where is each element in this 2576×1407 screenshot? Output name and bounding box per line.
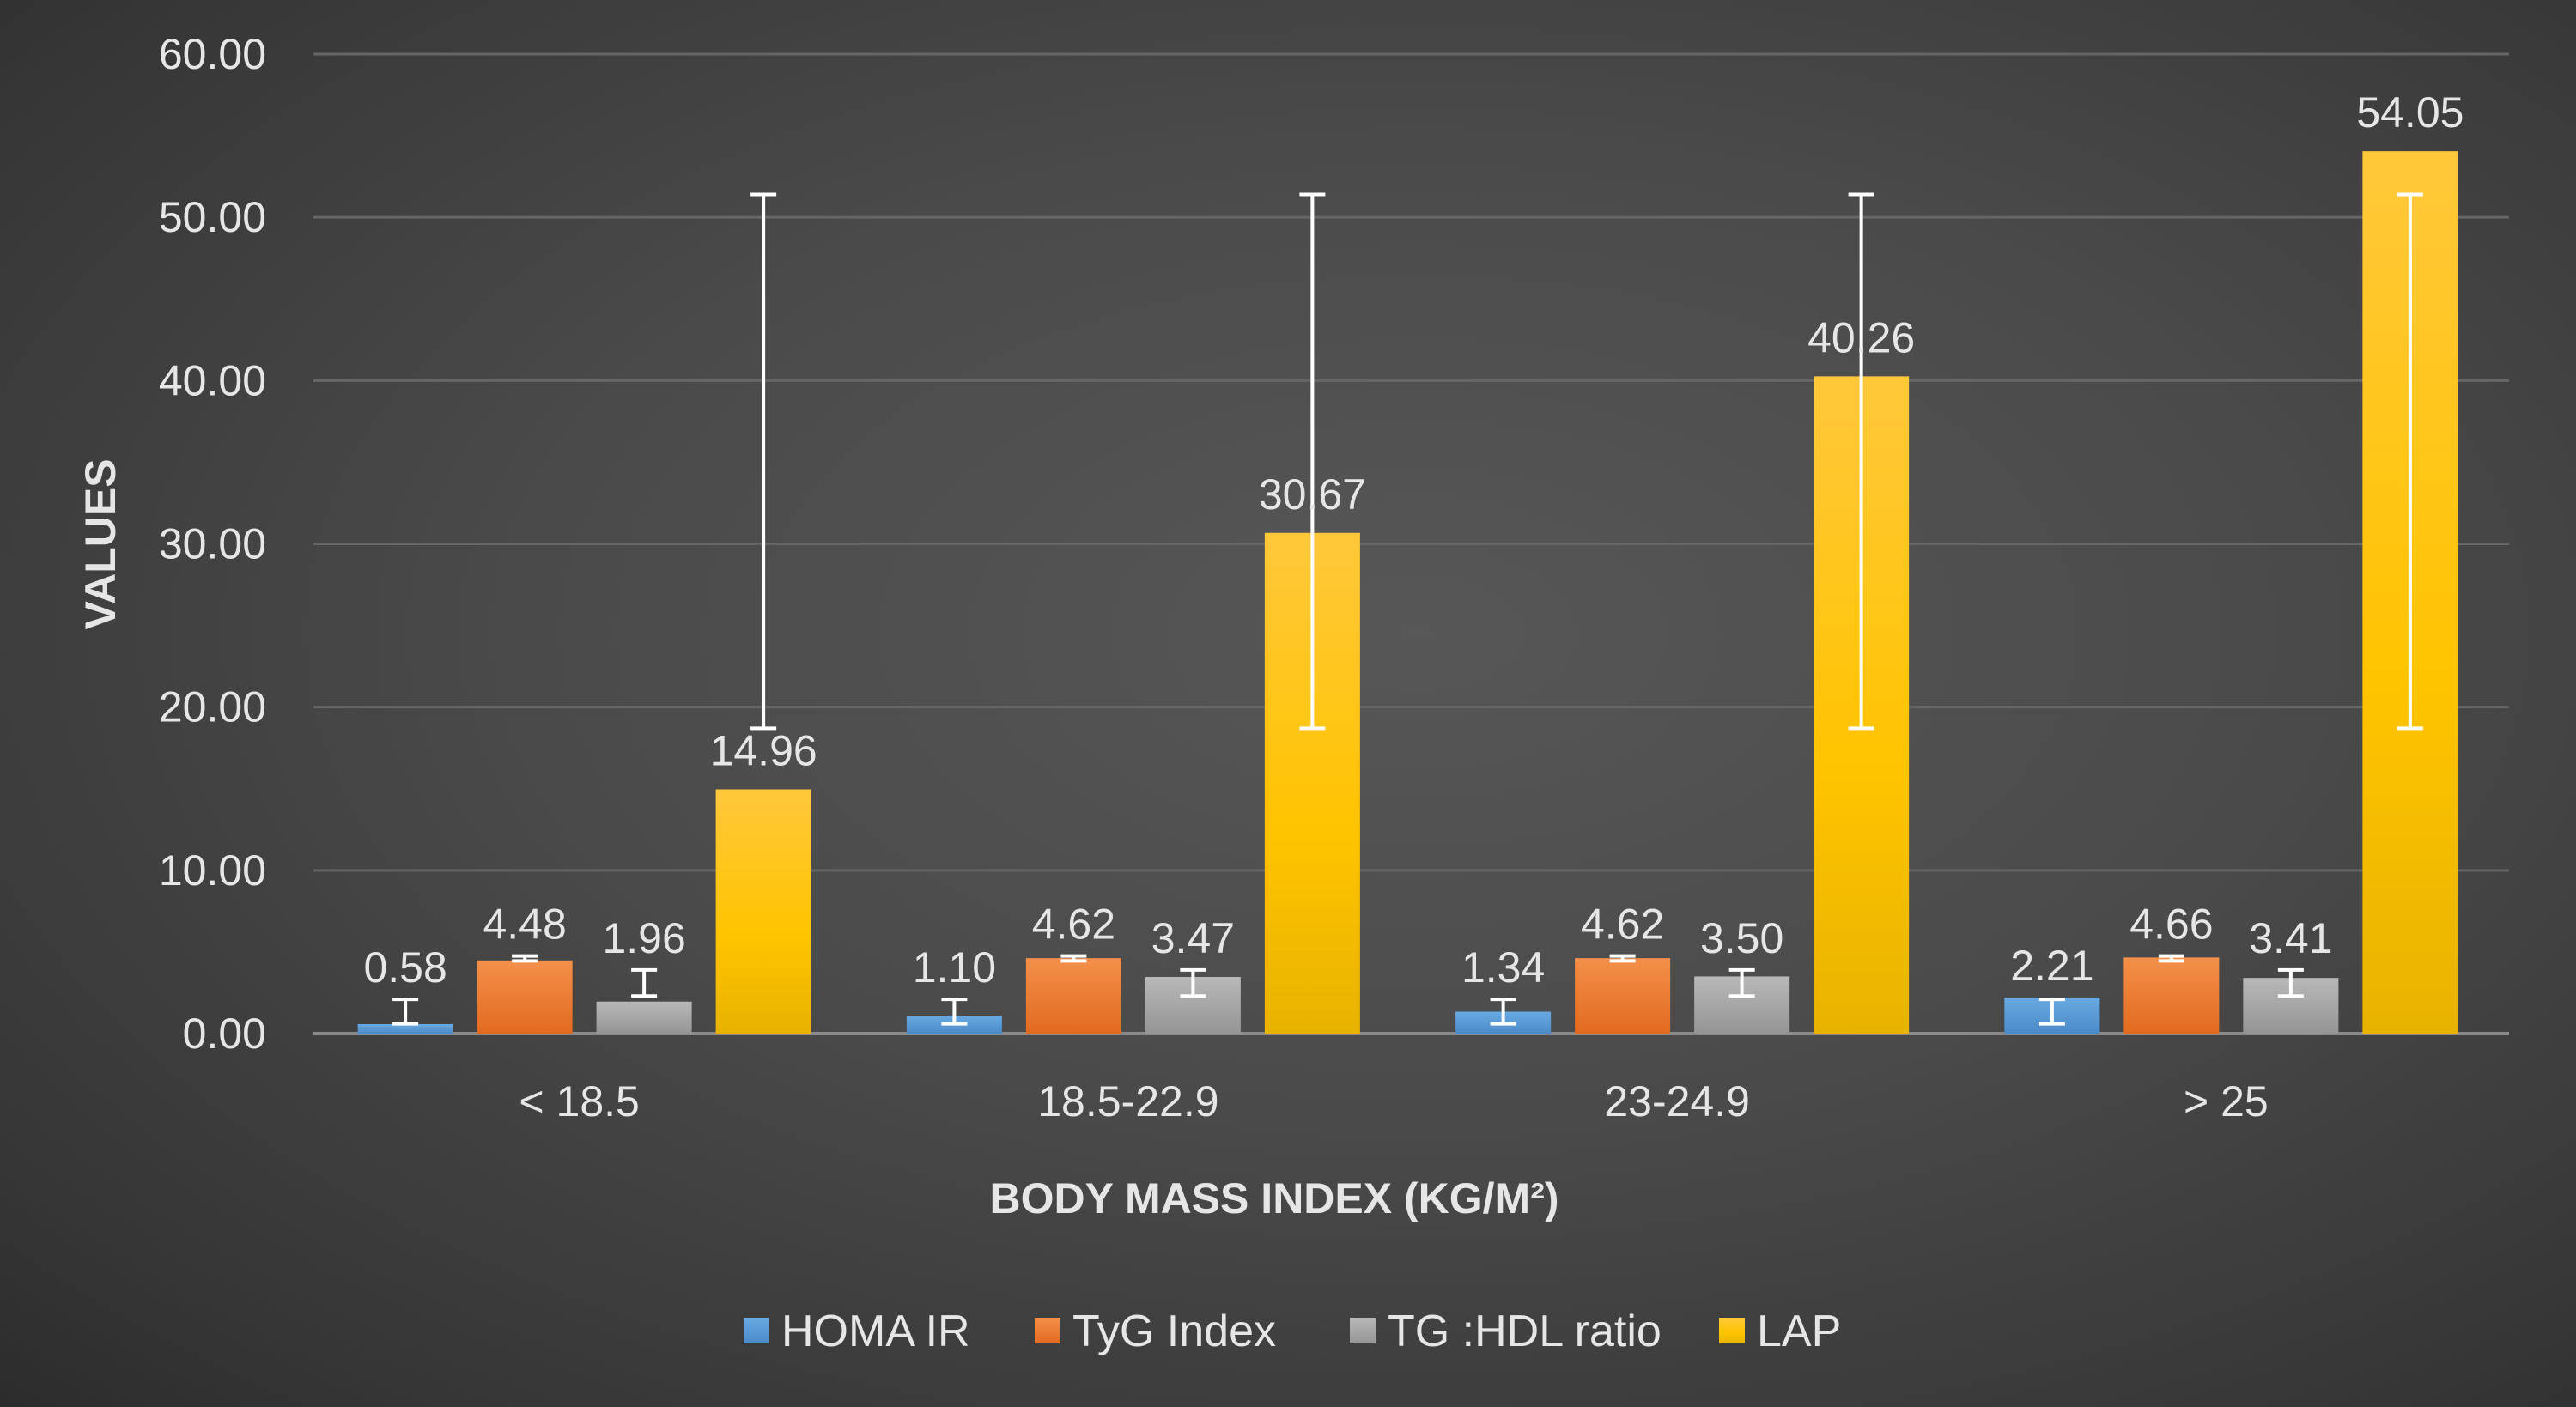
- error-bar: [2397, 192, 2423, 731]
- error-bar: [392, 998, 419, 1026]
- legend-label: HOMA IR: [781, 1307, 970, 1356]
- error-bar: [2277, 967, 2304, 998]
- data-label: 40.26: [1807, 313, 1915, 361]
- x-tick-label: < 18.5: [519, 1077, 639, 1125]
- bar-lap: [715, 789, 811, 1034]
- y-tick-label: 20.00: [159, 683, 266, 731]
- error-bar: [631, 967, 658, 998]
- error-bar: [1848, 192, 1874, 731]
- legend-label: LAP: [1757, 1307, 1841, 1356]
- bar-tg-hdl-ratio: [596, 1001, 692, 1034]
- y-tick-label: 30.00: [159, 520, 266, 568]
- data-label: 14.96: [710, 727, 817, 775]
- bar-homa-ir: [357, 1023, 453, 1034]
- y-tick-label: 10.00: [159, 846, 266, 895]
- error-bar: [2158, 954, 2184, 963]
- legend: HOMA IR TyG Index TG :HDL ratio LAP: [744, 1307, 1841, 1356]
- data-label: 30.67: [1259, 470, 1366, 519]
- error-bar: [1609, 954, 1636, 963]
- y-tick-label: 60.00: [159, 30, 266, 78]
- data-label: 54.05: [2356, 88, 2464, 136]
- data-label: 1.96: [602, 914, 685, 962]
- bar-tyg-index: [2123, 957, 2220, 1034]
- data-label: 1.34: [1461, 943, 1545, 992]
- y-tick-label: 0.00: [183, 1010, 266, 1058]
- error-bar: [2038, 998, 2065, 1026]
- legend-swatch: [744, 1318, 769, 1343]
- bar-tyg-index: [1025, 958, 1121, 1034]
- x-tick-label: > 25: [2184, 1077, 2269, 1125]
- data-label: 0.58: [363, 943, 447, 992]
- error-bar: [941, 998, 968, 1026]
- legend-swatch: [1035, 1318, 1060, 1343]
- error-bar: [1490, 998, 1516, 1026]
- error-bar: [1728, 967, 1755, 998]
- data-label: 4.62: [1581, 901, 1664, 949]
- y-tick-label: 50.00: [159, 193, 266, 241]
- data-label: 1.10: [913, 943, 996, 992]
- data-label: 4.48: [483, 901, 566, 949]
- y-tick-label: 40.00: [159, 356, 266, 404]
- legend-label: TG :HDL ratio: [1388, 1307, 1662, 1356]
- data-label: 3.47: [1151, 914, 1235, 962]
- error-bar: [512, 954, 538, 963]
- data-label: 2.21: [2010, 942, 2093, 990]
- data-label: 4.62: [1032, 901, 1115, 949]
- x-tick-label: 18.5-22.9: [1037, 1077, 1218, 1125]
- legend-swatch: [1350, 1318, 1376, 1343]
- x-axis-title: BODY MASS INDEX (KG/M²): [990, 1174, 1559, 1222]
- bar-tyg-index: [477, 960, 573, 1034]
- legend-label: TyG Index: [1072, 1307, 1276, 1356]
- data-label: 4.66: [2129, 901, 2213, 949]
- error-bar: [1299, 192, 1326, 731]
- data-label: 3.50: [1700, 914, 1783, 962]
- bar-tyg-index: [1575, 958, 1671, 1034]
- legend-swatch: [1719, 1318, 1745, 1343]
- y-axis-title: VALUES: [76, 458, 125, 629]
- error-bar: [1180, 967, 1206, 998]
- error-bar: [750, 192, 777, 731]
- x-tick-label: 23-24.9: [1604, 1077, 1750, 1125]
- data-label: 3.41: [2249, 914, 2332, 962]
- error-bar: [1060, 954, 1087, 963]
